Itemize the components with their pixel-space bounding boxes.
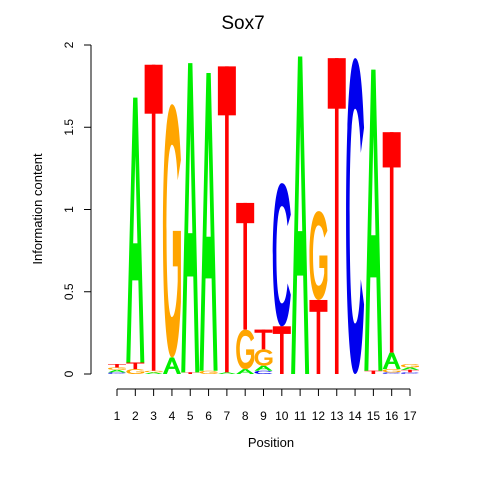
position-6-stack	[199, 72, 218, 374]
position-15-stack	[364, 69, 383, 374]
letter-T-pos-15	[364, 370, 383, 374]
letter-G-pos-9	[254, 349, 273, 366]
letter-T-pos-7	[217, 66, 236, 373]
letter-C-pos-9	[254, 370, 273, 374]
letter-T-pos-8	[236, 202, 255, 330]
position-5-stack	[181, 63, 200, 374]
x-tick-label: 14	[348, 409, 362, 423]
letter-T-pos-16	[382, 132, 401, 353]
position-17-stack	[401, 364, 419, 374]
letter-G-pos-17	[401, 364, 419, 368]
y-tick-label: 2	[62, 41, 76, 48]
letter-C-pos-14	[346, 58, 365, 374]
y-axis: 0 0.5 1 1.5 2	[62, 41, 92, 377]
x-tick-label: 7	[224, 409, 231, 423]
x-tick-label: 3	[150, 409, 157, 423]
position-11-stack	[291, 56, 310, 374]
position-12-stack	[309, 211, 328, 374]
letter-A-pos-9	[254, 365, 273, 371]
position-14-stack	[346, 58, 365, 374]
x-tick-label: 8	[242, 409, 249, 423]
x-tick-label: 10	[275, 409, 289, 423]
letter-A-pos-11	[291, 56, 310, 374]
letter-A-pos-17	[401, 367, 419, 370]
x-tick-label: 9	[260, 409, 267, 423]
letter-G-pos-1	[108, 367, 126, 370]
position-10-stack	[272, 183, 291, 374]
letter-T-pos-2	[126, 362, 145, 370]
y-tick-label: 0.5	[62, 283, 76, 300]
position-7-stack	[217, 66, 236, 374]
x-tick-label: 2	[132, 409, 139, 423]
x-tick-label: 4	[169, 409, 176, 423]
x-tick-label: 6	[205, 409, 212, 423]
letter-G-pos-4	[162, 104, 181, 358]
position-16-stack	[382, 132, 401, 374]
x-tick-label: 11	[294, 409, 307, 423]
letter-G-pos-3	[144, 370, 163, 373]
letter-G-pos-6	[199, 370, 218, 374]
x-axis: 1 2 3 4 5 6 7 8 9 10 11 12 13 14 15 16 17	[114, 388, 417, 423]
letter-T-pos-5	[181, 372, 200, 374]
letter-A-pos-4	[162, 357, 181, 374]
letter-A-pos-2	[126, 97, 145, 363]
x-tick-label: 12	[312, 409, 326, 423]
letter-T-pos-9	[254, 329, 273, 350]
letter-A-pos-8	[236, 369, 255, 374]
x-tick-label: 5	[187, 409, 194, 423]
position-1-stack	[108, 364, 126, 374]
letter-T-pos-12	[309, 299, 328, 374]
letter-T-pos-3	[144, 64, 163, 371]
x-tick-label: 16	[385, 409, 399, 423]
letter-T-pos-13	[327, 58, 346, 374]
letter-T-pos-1	[108, 364, 126, 368]
letter-A-pos-16	[382, 352, 401, 370]
letter-A-pos-1	[108, 369, 126, 373]
position-9-stack	[254, 329, 273, 374]
y-tick-label: 1.5	[62, 119, 76, 136]
x-tick-label: 15	[367, 409, 381, 423]
letter-A-pos-7	[217, 372, 236, 374]
position-8-stack	[236, 202, 255, 374]
letter-A-pos-15	[364, 69, 383, 371]
letter-C-pos-17	[401, 372, 419, 374]
position-4-stack	[162, 104, 181, 374]
x-tick-label: 1	[114, 409, 121, 423]
chart-title: Sox7	[221, 13, 264, 34]
letter-G-pos-16	[382, 369, 401, 373]
letter-T-pos-10	[272, 326, 291, 374]
letter-A-pos-3	[144, 372, 163, 374]
letter-C-pos-16	[382, 372, 401, 374]
letter-G-pos-2	[126, 369, 145, 374]
position-13-stack	[327, 58, 346, 374]
letter-A-pos-6	[199, 72, 218, 371]
y-axis-label: Information content	[30, 153, 45, 265]
position-3-stack	[144, 64, 163, 374]
letter-T-pos-17	[401, 369, 419, 373]
letter-C-pos-1	[108, 372, 126, 374]
letter-G-pos-8	[236, 329, 255, 370]
position-2-stack	[126, 97, 145, 374]
y-tick-label: 0	[62, 370, 76, 377]
letter-A-pos-5	[181, 63, 200, 373]
letter-stacks	[108, 56, 419, 374]
x-tick-label: 17	[403, 409, 417, 423]
letter-C-pos-10	[272, 183, 291, 327]
letter-G-pos-12	[309, 211, 328, 300]
x-tick-label: 13	[330, 409, 344, 423]
y-tick-label: 1	[62, 206, 76, 213]
x-axis-label: Position	[248, 435, 294, 450]
